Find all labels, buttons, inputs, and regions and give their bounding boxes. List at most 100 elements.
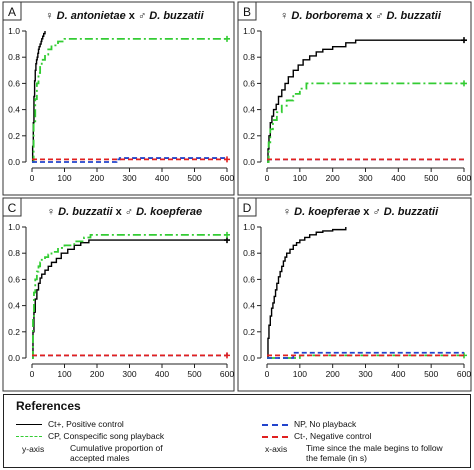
panel-title-part: ♂ bbox=[138, 10, 149, 22]
y-tick-label: 0.6 bbox=[243, 274, 255, 284]
series-line-ct-plus bbox=[267, 39, 464, 163]
y-tick-label: 1.0 bbox=[8, 26, 20, 36]
x-tick-label: 500 bbox=[187, 369, 201, 379]
panel-letter: A bbox=[8, 5, 16, 19]
series-end-marker-ct-minus bbox=[224, 156, 230, 163]
panel-b: B ♀ D. borborema x ♂ D. buzzatii 0.0 0.2 0.4… bbox=[237, 1, 472, 196]
panel-title: ♀ D. buzzatii x ♂ D. koepferae bbox=[47, 206, 202, 218]
y-tick-label: 0.2 bbox=[8, 327, 20, 337]
x-tick-label: 600 bbox=[457, 369, 471, 379]
legend-x-axis-desc: Time since the male begins to follow the… bbox=[306, 443, 443, 463]
panel-title-part: D. koepferae bbox=[136, 206, 202, 218]
x-tick-label: 100 bbox=[293, 369, 307, 379]
x-tick-label: 100 bbox=[293, 173, 307, 183]
panel-title-part: x bbox=[360, 206, 372, 218]
panel-title: ♀ D. koepferae x ♂ D. buzzatii bbox=[283, 206, 439, 218]
x-tick-label: 0 bbox=[30, 369, 35, 379]
panel-frame bbox=[2, 1, 235, 196]
legend-label-cp: CP, Conspecific song playback bbox=[48, 431, 165, 441]
x-tick-label: 300 bbox=[358, 369, 372, 379]
y-tick-label: 0.6 bbox=[8, 78, 20, 88]
y-tick-label: 0.4 bbox=[243, 105, 255, 115]
panel-title-part: ♂ bbox=[125, 206, 136, 218]
legend-line-cp bbox=[16, 436, 42, 437]
y-tick-label: 0.4 bbox=[243, 301, 255, 311]
panel-frame bbox=[2, 197, 235, 392]
y-tick-label: 0.0 bbox=[243, 157, 255, 167]
series-line-ct-plus bbox=[31, 31, 46, 163]
y-tick-label: 0.0 bbox=[8, 157, 20, 167]
x-tick-label: 400 bbox=[391, 173, 405, 183]
panel-title-part: ♀ bbox=[45, 10, 56, 22]
x-tick-label: 600 bbox=[220, 369, 234, 379]
panel-title: ♀ D. borborema x ♂ D. buzzatii bbox=[280, 10, 442, 22]
legend-x-axis-key: x-axis bbox=[265, 444, 288, 454]
series-line-ct-plus bbox=[267, 227, 347, 359]
legend-line-ct-plus bbox=[16, 424, 42, 425]
panel-d: D ♀ D. koepferae x ♂ D. buzzatii 0.0 0.2 0.4… bbox=[237, 197, 472, 392]
references-title: References bbox=[16, 399, 81, 413]
y-tick-label: 0.8 bbox=[243, 52, 255, 62]
series-line-np bbox=[32, 157, 227, 163]
y-tick-label: 0.2 bbox=[8, 131, 20, 141]
panel-title-part: D. buzzatii bbox=[149, 10, 204, 22]
panel-title: ♀ D. antonietae x ♂ D. buzzatii bbox=[45, 10, 204, 22]
x-tick-label: 400 bbox=[391, 369, 405, 379]
y-tick-label: 0.8 bbox=[243, 248, 255, 258]
y-tick-label: 0.6 bbox=[243, 78, 255, 88]
x-tick-label: 0 bbox=[30, 173, 35, 183]
x-tick-label: 100 bbox=[57, 369, 71, 379]
x-tick-label: 0 bbox=[265, 173, 270, 183]
y-tick-label: 0.6 bbox=[8, 274, 20, 284]
series-end-marker-ct-plus bbox=[461, 37, 467, 44]
panel-title-part: ♂ bbox=[372, 206, 383, 218]
series-end-marker-cp bbox=[461, 80, 467, 87]
panel-title-part: x bbox=[113, 206, 125, 218]
panel-title-part: ♀ bbox=[283, 206, 294, 218]
x-tick-label: 600 bbox=[457, 173, 471, 183]
series-end-marker-cp bbox=[224, 35, 230, 42]
y-tick-label: 1.0 bbox=[243, 26, 255, 36]
x-tick-label: 100 bbox=[57, 173, 71, 183]
series-line-cp bbox=[32, 233, 227, 359]
panel-title-part: ♂ bbox=[375, 10, 386, 22]
legend-y-axis-desc: Cumulative proportion of accepted males bbox=[70, 443, 163, 463]
panel-title-part: ♀ bbox=[47, 206, 58, 218]
x-tick-label: 200 bbox=[326, 369, 340, 379]
x-tick-label: 0 bbox=[265, 369, 270, 379]
x-tick-label: 300 bbox=[358, 173, 372, 183]
panel-letter-box bbox=[2, 197, 22, 217]
panel-letter: D bbox=[243, 201, 252, 215]
legend-label-ct-minus: Ct-, Negative control bbox=[294, 431, 372, 441]
panel-title-part: D. borborema bbox=[291, 10, 363, 22]
panel-title-part: ♀ bbox=[280, 10, 291, 22]
legend-label-ct-plus: Ct+, Positive control bbox=[48, 419, 124, 429]
x-tick-label: 300 bbox=[122, 173, 136, 183]
panel-title-part: D. antonietae bbox=[57, 10, 126, 22]
y-tick-label: 0.0 bbox=[8, 353, 20, 363]
x-tick-label: 500 bbox=[424, 369, 438, 379]
y-tick-label: 1.0 bbox=[243, 222, 255, 232]
panel-c: C ♀ D. buzzatii x ♂ D. koepferae 0.0 0.2 0.4… bbox=[2, 197, 235, 392]
panel-title-part: x bbox=[126, 10, 138, 22]
legend-label-np: NP, No playback bbox=[294, 419, 357, 429]
panel-title-part: x bbox=[363, 10, 375, 22]
y-tick-label: 0.2 bbox=[243, 327, 255, 337]
series-line-cp bbox=[32, 37, 227, 163]
x-tick-label: 600 bbox=[220, 173, 234, 183]
legend-y-axis-key: y-axis bbox=[22, 444, 45, 454]
x-tick-label: 500 bbox=[187, 173, 201, 183]
legend-line-np bbox=[262, 424, 288, 426]
y-tick-label: 1.0 bbox=[8, 222, 20, 232]
panel-letter-box bbox=[237, 1, 257, 21]
panel-title-part: D. buzzatii bbox=[58, 206, 113, 218]
x-tick-label: 300 bbox=[122, 369, 136, 379]
panel-letter-box bbox=[237, 197, 257, 217]
panel-title-part: D. buzzatii bbox=[386, 10, 441, 22]
series-end-marker-ct-minus bbox=[224, 352, 230, 359]
panel-frame bbox=[237, 1, 472, 196]
y-tick-label: 0.2 bbox=[243, 131, 255, 141]
x-tick-label: 400 bbox=[155, 173, 169, 183]
references-box bbox=[3, 394, 471, 468]
panel-letter: C bbox=[8, 201, 17, 215]
